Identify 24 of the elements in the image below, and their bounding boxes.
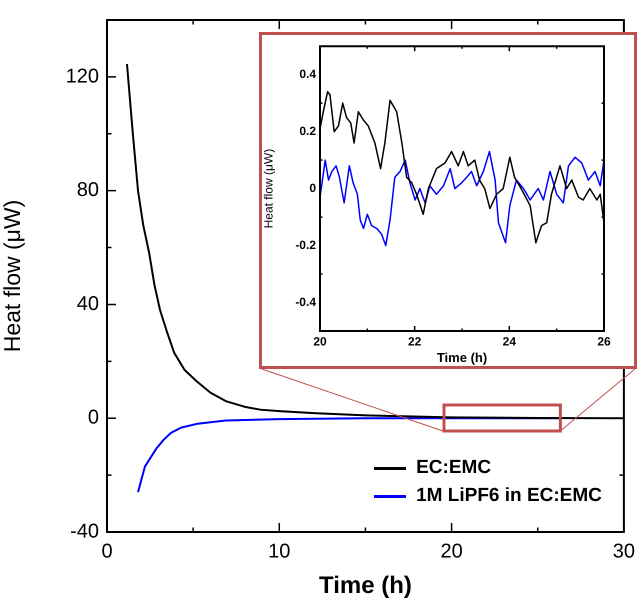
- x-tick-label: 22: [408, 334, 422, 349]
- x-axis-title: Time (h): [318, 572, 412, 600]
- x-tick-label: 20: [440, 540, 463, 563]
- y-tick-label: 0: [88, 406, 99, 429]
- x-tick-label: 0: [101, 540, 113, 563]
- y-tick-label: -0.4: [295, 294, 316, 309]
- x-tick-label: 20: [313, 334, 327, 349]
- legend-label: 1M LiPF6 in EC:EMC: [416, 484, 602, 508]
- y-tick-label: -0.2: [295, 238, 316, 252]
- legend-label: EC:EMC: [416, 456, 492, 480]
- x-tick-label: 30: [612, 540, 635, 563]
- y-tick-label: 80: [76, 179, 99, 202]
- y-axis-title: Heat flow (μW): [262, 148, 276, 228]
- y-tick-label: 0.4: [299, 66, 316, 81]
- y-tick-label: 120: [66, 65, 99, 88]
- y-axis-title: Heat flow (μW): [0, 200, 26, 352]
- x-tick-label: 26: [597, 334, 611, 349]
- x-axis-title: Time (h): [436, 350, 488, 365]
- y-tick-label: 0.2: [299, 124, 316, 138]
- y-tick-label: 0: [309, 180, 316, 195]
- x-tick-label: 10: [268, 540, 290, 563]
- y-tick-label: -40: [70, 520, 99, 543]
- y-tick-label: 40: [76, 292, 99, 315]
- x-tick-label: 24: [502, 334, 516, 349]
